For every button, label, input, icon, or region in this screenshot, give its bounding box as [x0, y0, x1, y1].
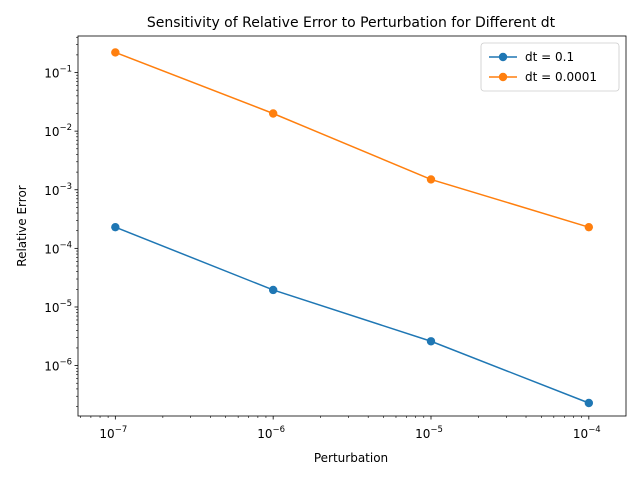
y-tick-label: 10−2	[44, 123, 72, 139]
y-tick-label-base: 10	[44, 242, 59, 256]
legend-marker	[498, 52, 508, 62]
y-tick-label-exponent: −4	[59, 240, 72, 250]
y-tick-label-exponent: −6	[59, 358, 72, 368]
y-tick-label-base: 10	[44, 301, 59, 315]
y-tick-label: 10−5	[44, 299, 72, 315]
x-tick-label-exponent: −4	[588, 425, 601, 435]
series-line-0	[115, 226, 590, 404]
chart-title: Sensitivity of Relative Error to Perturb…	[147, 15, 556, 31]
legend: dt = 0.1 dt = 0.0001	[480, 42, 620, 92]
x-tick-label-base: 10	[257, 427, 272, 441]
series-1-point	[111, 48, 120, 57]
x-tick-label-exponent: −5	[430, 425, 443, 435]
series-0-point	[111, 222, 120, 232]
x-tick-label: 10−6	[257, 425, 285, 441]
series-line-1	[115, 51, 590, 228]
y-tick-label: 10−3	[44, 182, 72, 198]
plot-area: 10−7 10−6 10−5 10−410−610−510−410−310−210−1	[44, 35, 627, 441]
legend-box	[480, 42, 620, 92]
axes-frame	[77, 35, 627, 417]
y-tick-label-base: 10	[44, 125, 59, 139]
legend-marker	[498, 72, 508, 82]
series-1-point	[426, 175, 436, 184]
series-0-point	[268, 285, 278, 295]
x-axis-label: Perturbation	[314, 451, 388, 465]
x-tick-label-exponent: −7	[115, 425, 128, 435]
series-0-point	[584, 398, 594, 408]
x-tick-label-base: 10	[415, 427, 430, 441]
legend-label: dt = 0.0001	[525, 70, 597, 84]
y-tick-label-base: 10	[44, 360, 59, 374]
y-tick-label-exponent: −5	[59, 299, 72, 309]
x-tick-label: 10−5	[415, 425, 443, 441]
y-tick-label-base: 10	[44, 67, 59, 81]
y-tick-label: 10−6	[44, 358, 72, 374]
y-tick-label: 10−4	[44, 240, 72, 256]
series-1-point	[584, 222, 594, 232]
x-tick-label-exponent: −6	[273, 425, 286, 435]
series-0-point	[426, 337, 436, 346]
y-axis-label: Relative Error	[15, 185, 29, 267]
y-tick-label: 10−1	[44, 65, 72, 81]
y-tick-label-exponent: −1	[59, 65, 72, 75]
x-tick-label: 10−7	[99, 425, 127, 441]
y-tick-label-exponent: −3	[59, 182, 72, 192]
series-1-point	[268, 109, 278, 118]
x-tick-label-base: 10	[573, 427, 588, 441]
legend-label: dt = 0.1	[525, 50, 574, 64]
y-tick-label-base: 10	[44, 184, 59, 198]
y-tick-label-exponent: −2	[59, 123, 72, 133]
x-tick-label: 10−4	[573, 425, 601, 441]
x-tick-label-base: 10	[99, 427, 114, 441]
